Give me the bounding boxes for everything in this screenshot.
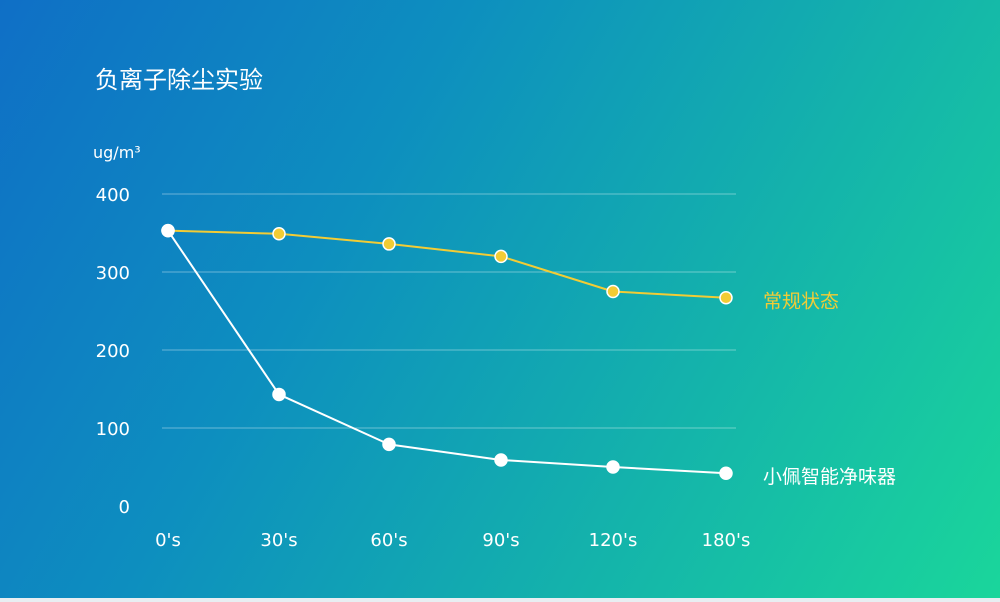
- legend-label: 小佩智能净味器: [763, 466, 896, 488]
- x-axis-ticks: 0's 30's 60's 90's 120's 180's: [155, 530, 750, 551]
- data-point: [719, 290, 733, 305]
- data-point: [272, 227, 286, 241]
- x-tick-label: 90's: [482, 530, 519, 551]
- x-tick-label: 180's: [702, 530, 751, 551]
- y-tick-label: 200: [96, 341, 130, 362]
- y-tick-label: 300: [96, 263, 130, 284]
- y-tick-label: 0: [119, 497, 130, 518]
- y-axis-unit-label: ug/m³: [93, 143, 141, 162]
- y-axis-ticks: 0 100 200 300 400: [96, 185, 130, 518]
- bottom-divider: [0, 598, 1000, 602]
- data-point: [382, 237, 396, 251]
- y-tick-label: 100: [96, 419, 130, 440]
- chart-title: 负离子除尘实验: [95, 66, 263, 94]
- x-tick-label: 60's: [370, 530, 407, 551]
- series-layer: [161, 223, 733, 480]
- data-point: [382, 437, 396, 452]
- y-tick-label: 400: [96, 185, 130, 206]
- series-1: [161, 223, 733, 305]
- series-line: [167, 229, 727, 299]
- gridlines: [162, 193, 736, 429]
- data-point: [494, 453, 508, 467]
- x-tick-label: 120's: [589, 530, 638, 551]
- series-2: [161, 223, 733, 480]
- data-point: [494, 249, 508, 264]
- data-point: [606, 460, 620, 474]
- x-tick-label: 0's: [155, 530, 181, 551]
- series-line: [167, 230, 727, 475]
- data-point: [606, 284, 620, 299]
- x-tick-label: 30's: [260, 530, 297, 551]
- legend-label: 常规状态: [763, 291, 839, 313]
- data-point: [719, 466, 733, 480]
- data-point: [272, 387, 286, 402]
- data-point: [161, 223, 175, 238]
